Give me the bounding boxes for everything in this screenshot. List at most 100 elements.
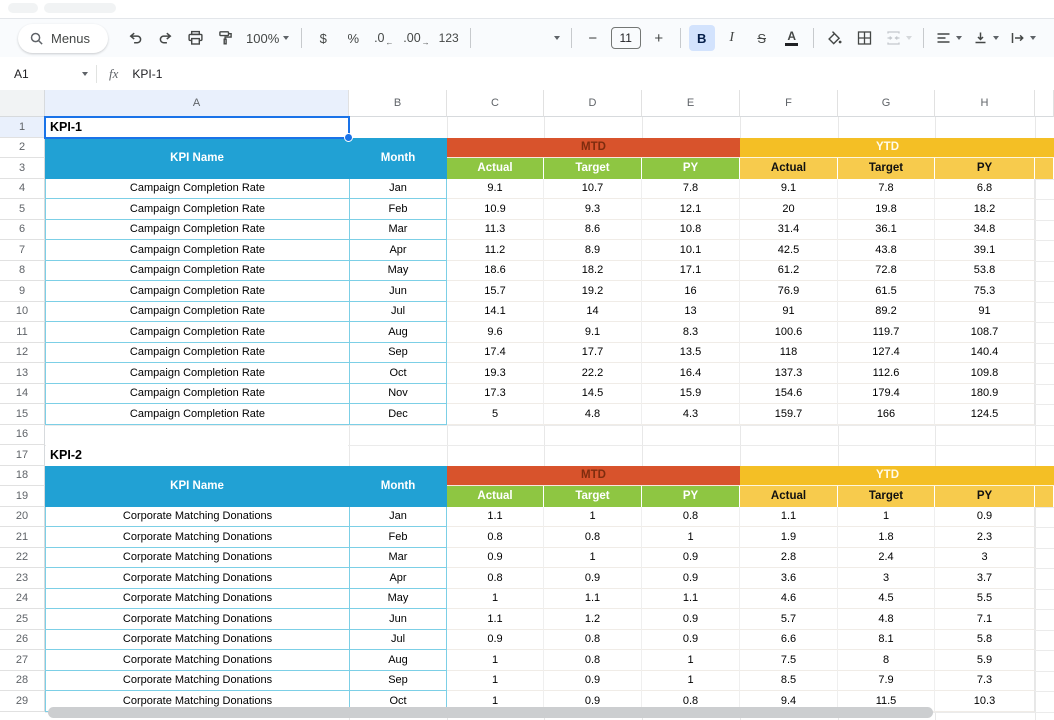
cell-F22[interactable]: 2.8	[740, 548, 838, 569]
format-currency-button[interactable]: $	[310, 25, 336, 51]
cell-B20[interactable]: Jan	[349, 507, 447, 528]
cell-F9[interactable]: 76.9	[740, 281, 838, 302]
strikethrough-button[interactable]: S	[749, 25, 775, 51]
header-cell-ytd-actual[interactable]: Actual	[740, 158, 838, 179]
column-header-A[interactable]: A	[45, 90, 349, 117]
cell-H7[interactable]: 39.1	[935, 240, 1035, 261]
row-header-23[interactable]: 23	[0, 568, 45, 589]
cell-F21[interactable]: 1.9	[740, 527, 838, 548]
row-header-20[interactable]: 20	[0, 507, 45, 528]
header-cell-ytd[interactable]: YTD	[740, 138, 1035, 159]
cell-D26[interactable]: 0.8	[544, 630, 642, 651]
cell-C25[interactable]: 1.1	[447, 609, 544, 630]
column-header-D[interactable]: D	[544, 90, 642, 117]
header-cell-mtd-py[interactable]: PY	[642, 486, 740, 507]
cell-C15[interactable]: 5	[447, 404, 544, 425]
cell-B8[interactable]: May	[349, 261, 447, 282]
cell-H25[interactable]: 7.1	[935, 609, 1035, 630]
grid-corner-button[interactable]	[0, 90, 45, 117]
cell-E9[interactable]: 16	[642, 281, 740, 302]
cell-E7[interactable]: 10.1	[642, 240, 740, 261]
cell-B6[interactable]: Mar	[349, 220, 447, 241]
cell-H21[interactable]: 2.3	[935, 527, 1035, 548]
row-header-21[interactable]: 21	[0, 527, 45, 548]
cell-D24[interactable]: 1.1	[544, 589, 642, 610]
cell-G6[interactable]: 36.1	[838, 220, 935, 241]
cell-A23[interactable]: Corporate Matching Donations	[45, 568, 349, 589]
cell-H24[interactable]: 5.5	[935, 589, 1035, 610]
header-cell-mtd-actual[interactable]: Actual	[447, 158, 544, 179]
cell-G11[interactable]: 119.7	[838, 322, 935, 343]
row-header-10[interactable]: 10	[0, 302, 45, 323]
cell-E6[interactable]: 10.8	[642, 220, 740, 241]
cell-A4[interactable]: Campaign Completion Rate	[45, 179, 349, 200]
cell-A27[interactable]: Corporate Matching Donations	[45, 650, 349, 671]
cell-C24[interactable]: 1	[447, 589, 544, 610]
cell-D27[interactable]: 0.8	[544, 650, 642, 671]
cell-C8[interactable]: 18.6	[447, 261, 544, 282]
cell-G21[interactable]: 1.8	[838, 527, 935, 548]
cell-E13[interactable]: 16.4	[642, 363, 740, 384]
bold-button[interactable]: B	[689, 25, 715, 51]
row-header-29[interactable]: 29	[0, 691, 45, 712]
cell-C21[interactable]: 0.8	[447, 527, 544, 548]
cell-H14[interactable]: 180.9	[935, 384, 1035, 405]
cell-A21[interactable]: Corporate Matching Donations	[45, 527, 349, 548]
cell-E12[interactable]: 13.5	[642, 343, 740, 364]
row-header-25[interactable]: 25	[0, 609, 45, 630]
header-cell-mtd[interactable]: MTD	[447, 138, 740, 159]
menus-search-button[interactable]: Menus	[18, 24, 108, 53]
cell-A13[interactable]: Campaign Completion Rate	[45, 363, 349, 384]
header-cell-mtd-py[interactable]: PY	[642, 158, 740, 179]
cell-H11[interactable]: 108.7	[935, 322, 1035, 343]
header-cell-ytd-overflow[interactable]	[1035, 138, 1054, 159]
row-header-19[interactable]: 19	[0, 486, 45, 507]
cell-D28[interactable]: 0.9	[544, 671, 642, 692]
cell-D8[interactable]: 18.2	[544, 261, 642, 282]
cell-H12[interactable]: 140.4	[935, 343, 1035, 364]
cell-C7[interactable]: 11.2	[447, 240, 544, 261]
header-cell-ytd-py[interactable]: PY	[935, 158, 1035, 179]
header-cell-month[interactable]: Month	[349, 138, 447, 179]
cell-B15[interactable]: Dec	[349, 404, 447, 425]
header-cell-kpi-name[interactable]: KPI Name	[45, 138, 349, 179]
header-cell-ytd-overflow[interactable]	[1035, 466, 1054, 487]
header-cell-month[interactable]: Month	[349, 466, 447, 507]
cell-A26[interactable]: Corporate Matching Donations	[45, 630, 349, 651]
cell-A14[interactable]: Campaign Completion Rate	[45, 384, 349, 405]
cell-G24[interactable]: 4.5	[838, 589, 935, 610]
cell-C23[interactable]: 0.8	[447, 568, 544, 589]
cell-D11[interactable]: 9.1	[544, 322, 642, 343]
header-cell-mtd-target[interactable]: Target	[544, 486, 642, 507]
cell-A9[interactable]: Campaign Completion Rate	[45, 281, 349, 302]
cell-C22[interactable]: 0.9	[447, 548, 544, 569]
fill-handle[interactable]	[344, 133, 353, 142]
cell-H27[interactable]: 5.9	[935, 650, 1035, 671]
header-cell-ytd-sub-overflow[interactable]	[1035, 158, 1054, 179]
cell-F10[interactable]: 91	[740, 302, 838, 323]
cell-F4[interactable]: 9.1	[740, 179, 838, 200]
cell-B11[interactable]: Aug	[349, 322, 447, 343]
more-formats-button[interactable]: 123	[436, 25, 462, 51]
cell-C13[interactable]: 19.3	[447, 363, 544, 384]
cell-F15[interactable]: 159.7	[740, 404, 838, 425]
cell-H20[interactable]: 0.9	[935, 507, 1035, 528]
cell-E10[interactable]: 13	[642, 302, 740, 323]
row-header-27[interactable]: 27	[0, 650, 45, 671]
cell-H8[interactable]: 53.8	[935, 261, 1035, 282]
cell-G4[interactable]: 7.8	[838, 179, 935, 200]
cell-E25[interactable]: 0.9	[642, 609, 740, 630]
cell-B5[interactable]: Feb	[349, 199, 447, 220]
table-title-KPI-1[interactable]: KPI-1	[46, 117, 348, 138]
cell-E8[interactable]: 17.1	[642, 261, 740, 282]
cell-C14[interactable]: 17.3	[447, 384, 544, 405]
cell-G23[interactable]: 3	[838, 568, 935, 589]
cell-A22[interactable]: Corporate Matching Donations	[45, 548, 349, 569]
cell-A5[interactable]: Campaign Completion Rate	[45, 199, 349, 220]
cell-D12[interactable]: 17.7	[544, 343, 642, 364]
cell-G15[interactable]: 166	[838, 404, 935, 425]
cell-G22[interactable]: 2.4	[838, 548, 935, 569]
cell-A24[interactable]: Corporate Matching Donations	[45, 589, 349, 610]
row-header-16[interactable]: 16	[0, 425, 45, 446]
cell-A6[interactable]: Campaign Completion Rate	[45, 220, 349, 241]
